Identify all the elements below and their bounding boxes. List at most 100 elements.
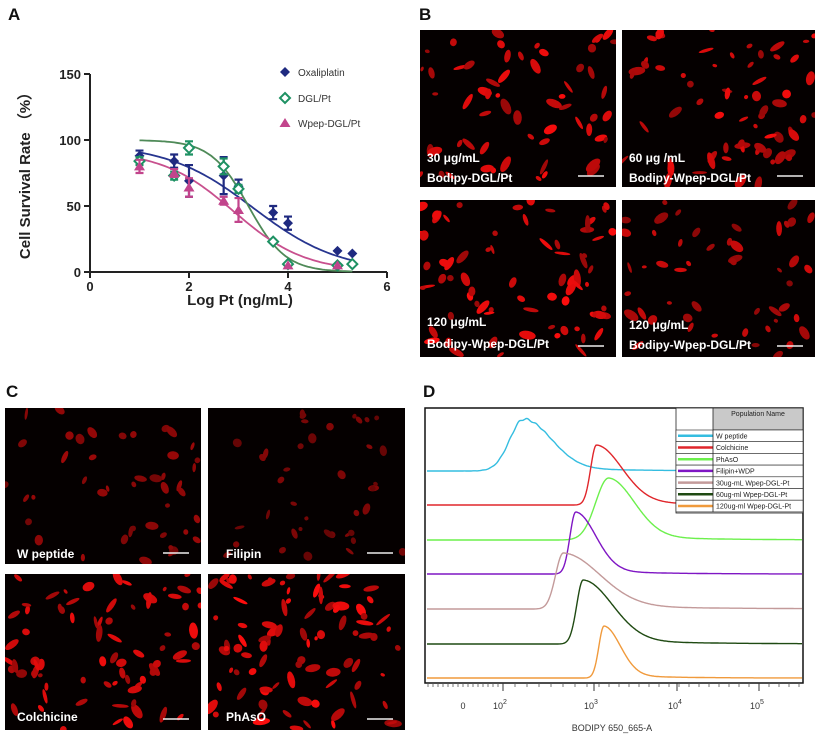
- panel-b-labels: 30 μg/mL Bodipy-DGL/Pt 60 μg /mL Bodipy-…: [427, 151, 751, 352]
- cell: [37, 673, 43, 678]
- cell: [338, 615, 347, 631]
- cell: [692, 171, 707, 175]
- cell: [350, 691, 357, 709]
- cell: [331, 708, 345, 721]
- cell: [236, 687, 247, 700]
- cell: [234, 525, 245, 530]
- cell: [424, 337, 440, 345]
- legend-label: Filipin+WDP: [716, 469, 755, 476]
- image-background: [420, 30, 616, 187]
- cell: [216, 682, 222, 692]
- data-point: [232, 182, 245, 196]
- cell: [130, 431, 137, 438]
- cell: [304, 516, 309, 521]
- cell: [574, 326, 580, 332]
- cell: [739, 116, 749, 122]
- cell: [526, 200, 535, 206]
- cell: [627, 262, 632, 273]
- image-c-colchicine: [5, 574, 201, 730]
- data-point: [347, 248, 358, 259]
- cell: [167, 451, 179, 460]
- cell: [326, 667, 341, 677]
- cell: [799, 115, 807, 124]
- cell: [172, 650, 187, 660]
- histogram-trace-phaso: [427, 477, 802, 541]
- image-label: W peptide: [17, 547, 75, 561]
- cell: [646, 35, 657, 42]
- panel-c-labels: W peptide Filipin Colchicine PhAsO: [17, 547, 266, 724]
- x-tick-label: 2: [185, 279, 192, 294]
- cell: [666, 301, 672, 305]
- cell: [5, 481, 9, 489]
- cell: [14, 574, 23, 582]
- cell: [352, 413, 357, 419]
- legend-marker: [280, 67, 290, 77]
- cell: [323, 574, 337, 583]
- cell: [184, 574, 191, 578]
- cell: [348, 529, 355, 537]
- image-b-60ug-bodipy-wpep-dgl-pt: [622, 30, 815, 187]
- cell: [282, 710, 292, 718]
- cell: [479, 141, 490, 155]
- x-axis-label: BODIPY 650_665-A: [572, 723, 652, 733]
- data-point: [266, 235, 280, 249]
- cell: [547, 292, 557, 301]
- image-b-30ug-bodipy-dgl-pt: [420, 30, 616, 187]
- cell: [774, 151, 786, 165]
- cell: [286, 587, 291, 595]
- cell: [120, 534, 129, 545]
- cell: [687, 80, 694, 88]
- cell: [353, 509, 360, 517]
- y-tick-label: 150: [59, 67, 81, 82]
- cell: [370, 485, 376, 492]
- cell: [164, 632, 172, 637]
- cell: [233, 596, 248, 605]
- cell: [18, 439, 27, 448]
- cell: [558, 103, 572, 110]
- cell: [58, 606, 66, 614]
- cell: [770, 41, 785, 52]
- cells: [420, 30, 616, 181]
- cell: [237, 622, 248, 629]
- cell: [655, 65, 666, 71]
- cell: [564, 81, 573, 93]
- cell: [497, 40, 505, 49]
- cell: [386, 626, 391, 632]
- cell: [746, 43, 753, 49]
- cell: [420, 285, 426, 290]
- cell: [743, 95, 749, 100]
- cell: [131, 481, 137, 488]
- legend-label: 60ug-ml Wpep-DGL-Pt: [716, 492, 787, 499]
- cell: [786, 341, 794, 350]
- cell: [656, 260, 669, 268]
- cell: [804, 264, 813, 274]
- cell: [259, 654, 268, 668]
- cell: [366, 444, 373, 450]
- data-point: [168, 168, 180, 177]
- cell: [356, 620, 374, 626]
- cell: [580, 333, 586, 344]
- cell: [428, 67, 435, 79]
- cell: [488, 336, 498, 349]
- cell: [488, 307, 494, 313]
- image-background: [5, 574, 201, 730]
- cell: [241, 652, 252, 659]
- cell: [447, 311, 455, 321]
- y-axis-label: Cell Survival Rate （%）: [16, 85, 34, 259]
- cell: [603, 202, 610, 210]
- cell: [115, 658, 127, 668]
- cell: [112, 704, 129, 708]
- cell: [589, 113, 598, 122]
- cell: [575, 116, 584, 130]
- cell: [306, 638, 311, 648]
- cell: [592, 311, 597, 318]
- cell: [561, 296, 570, 306]
- cell: [299, 412, 307, 419]
- cell: [523, 307, 539, 313]
- cell: [394, 644, 401, 651]
- cell: [275, 624, 283, 637]
- cell: [380, 673, 385, 677]
- cell: [130, 525, 136, 532]
- cell: [624, 291, 632, 296]
- cell: [219, 574, 230, 582]
